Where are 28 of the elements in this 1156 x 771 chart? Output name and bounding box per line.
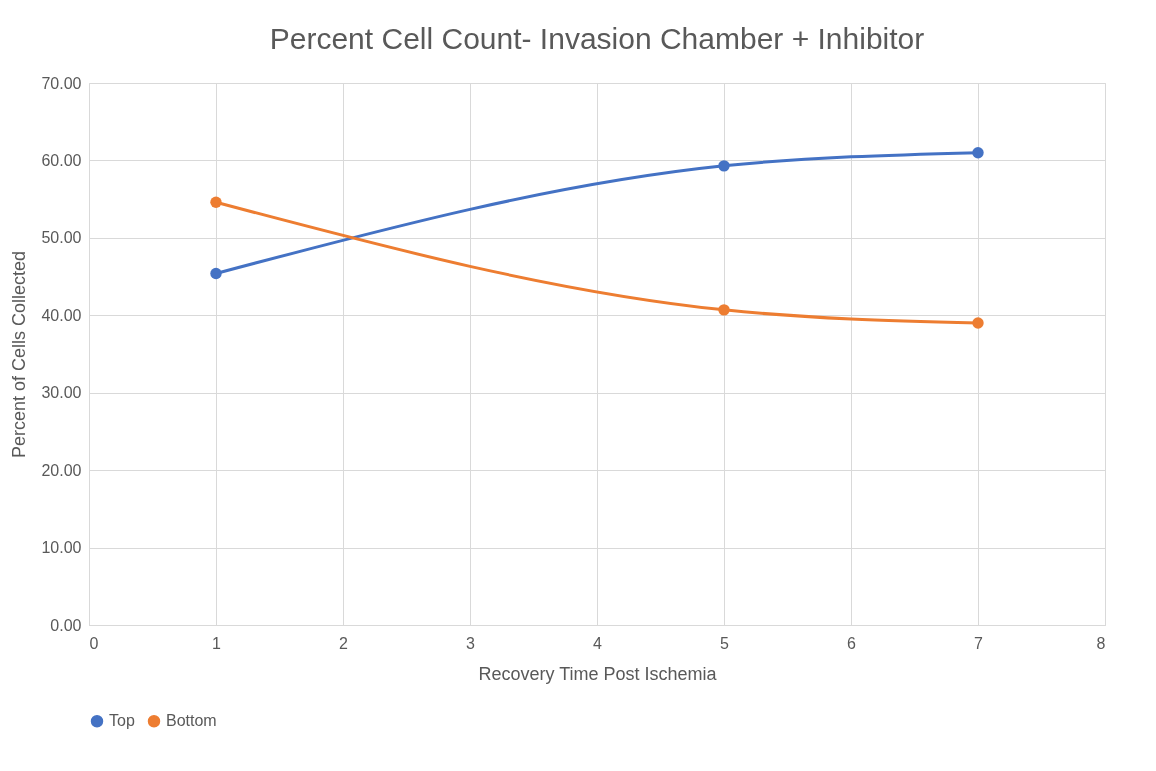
y-axis-title: Percent of Cells Collected: [9, 250, 30, 459]
x-tick-label: 4: [593, 634, 603, 652]
x-tick-label: 1: [212, 634, 222, 652]
y-tick-label: 10.00: [41, 539, 82, 557]
y-tick-label: 30.00: [41, 384, 82, 402]
point: [210, 196, 222, 208]
chart-title: Percent Cell Count- Invasion Chamber + Inhibitor: [269, 22, 925, 55]
point: [972, 317, 984, 329]
x-tick-label: 8: [1096, 634, 1106, 652]
y-tick-label: 40.00: [41, 306, 82, 324]
x-tick-label: 2: [339, 634, 349, 652]
y-tick-label: 0.00: [50, 616, 82, 634]
point: [718, 160, 730, 172]
x-axis-title: Recovery Time Post Ischemia: [478, 663, 718, 684]
y-tick-label: 70.00: [41, 74, 82, 92]
legend-label: Bottom: [166, 712, 217, 730]
x-tick-label: 6: [847, 634, 857, 652]
x-tick-label: 0: [89, 634, 99, 652]
point: [972, 147, 984, 159]
point: [210, 267, 222, 280]
y-tick-label: 20.00: [41, 461, 82, 479]
point: [718, 304, 730, 316]
x-tick-label: 3: [466, 634, 476, 652]
legend-label: Top: [109, 712, 135, 730]
x-tick-label: 5: [720, 634, 730, 652]
y-tick-label: 50.00: [41, 229, 82, 247]
y-tick-label: 60.00: [41, 151, 82, 169]
x-tick-label: 7: [974, 634, 984, 652]
